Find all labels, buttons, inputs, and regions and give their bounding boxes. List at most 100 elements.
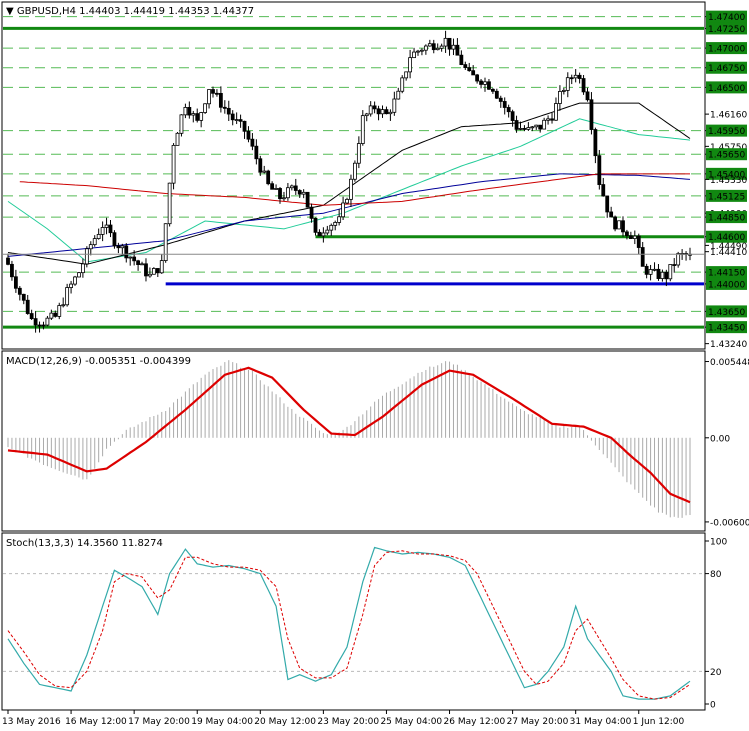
price-tag-label: 1.47400 xyxy=(708,13,745,23)
macd-axis: 0.005448 0.00 -0.006008 xyxy=(705,358,749,528)
candle-body xyxy=(270,183,275,190)
candle-body xyxy=(542,119,547,130)
candle-body xyxy=(621,220,625,233)
candle-body xyxy=(589,99,594,130)
price-tag-label: 1.45650 xyxy=(708,151,745,161)
price-tag-bg xyxy=(706,22,747,35)
candle-body xyxy=(349,178,353,200)
candle-body xyxy=(163,223,168,262)
candle-body xyxy=(412,51,416,59)
candle-body xyxy=(565,77,570,91)
candle-body xyxy=(250,138,255,147)
candle-body xyxy=(360,115,365,144)
price-tag-label: 1.44850 xyxy=(708,214,745,224)
candle-body xyxy=(676,253,681,266)
stoch-panel: 100 80 20 0 Stoch(13,3,3) 14.3560 11.8274 xyxy=(1,532,727,711)
header-icon: ▼ xyxy=(6,6,17,17)
candle-body xyxy=(388,111,393,115)
header-ohlc: 1.44403 1.44419 1.44353 1.44377 xyxy=(79,6,254,17)
candle-body xyxy=(88,244,93,250)
dashed-levels xyxy=(3,16,704,312)
candle-body xyxy=(100,227,105,235)
candle-body xyxy=(120,245,125,249)
candle-body xyxy=(423,45,428,51)
candle-body xyxy=(617,220,621,230)
price-tick-label: 1.44410 xyxy=(710,248,747,258)
candle-body xyxy=(266,170,271,185)
stoch-tick-label: 80 xyxy=(710,570,722,580)
candle-body xyxy=(613,216,617,230)
candle-body xyxy=(353,162,357,180)
price-tag-bg xyxy=(706,305,747,318)
candle-body xyxy=(337,216,342,223)
macd-tick-label: 0.00 xyxy=(710,434,730,444)
candle-body xyxy=(479,80,483,85)
time-tick-label: 23 May 20:00 xyxy=(317,717,379,727)
candle-body xyxy=(455,44,460,56)
candle-body xyxy=(609,211,614,218)
candle-body xyxy=(215,92,219,95)
candle-body xyxy=(506,107,511,113)
candle-body xyxy=(183,107,188,116)
candle-body xyxy=(21,293,26,301)
candle-body xyxy=(416,50,420,53)
candle-body xyxy=(502,101,507,108)
candle-body xyxy=(372,105,377,110)
candle-body xyxy=(203,103,208,113)
candle-body xyxy=(278,188,282,200)
candle-body xyxy=(313,217,318,233)
price-tag-bg xyxy=(706,124,747,137)
candle-body xyxy=(439,45,444,49)
candle-body xyxy=(396,90,401,100)
candle-body xyxy=(61,304,66,307)
candle-body xyxy=(341,202,345,218)
candle-body xyxy=(207,89,211,105)
ma-line-blue xyxy=(7,173,691,257)
time-tick-label: 19 May 04:00 xyxy=(191,717,253,727)
candle-body xyxy=(41,324,46,327)
candle-body xyxy=(664,271,669,280)
candle-body xyxy=(274,188,278,190)
candle-body xyxy=(151,268,156,275)
candle-body xyxy=(514,120,519,130)
candle-body xyxy=(345,198,349,204)
price-tag-label: 1.47000 xyxy=(708,45,745,55)
candle-body xyxy=(104,224,109,228)
candle-body xyxy=(451,44,456,50)
candle-body xyxy=(435,47,440,51)
candle-body xyxy=(49,312,54,319)
macd-tick-label: -0.006008 xyxy=(710,518,749,528)
candle-body xyxy=(222,106,227,109)
candle-body xyxy=(443,37,448,47)
price-tag-bg xyxy=(706,266,747,279)
candle-body xyxy=(218,93,223,108)
candle-body xyxy=(301,191,306,195)
candle-body xyxy=(69,283,73,288)
candle-body xyxy=(550,118,554,121)
candle-body xyxy=(140,263,144,266)
candle-body xyxy=(175,132,180,146)
price-tag-label: 1.45125 xyxy=(708,192,745,202)
candle-body xyxy=(652,268,657,271)
candle-body xyxy=(112,232,117,247)
candle-body xyxy=(57,305,62,317)
price-tag-label: 1.44600 xyxy=(708,233,745,243)
candle-body xyxy=(577,74,582,79)
candle-body xyxy=(490,88,495,92)
candle-body xyxy=(167,182,172,225)
candle-body xyxy=(333,222,338,226)
ma-line-mid xyxy=(7,102,691,265)
candle-body xyxy=(329,224,334,231)
candles xyxy=(3,30,704,333)
candle-body xyxy=(498,97,503,102)
candle-body xyxy=(380,109,385,115)
candle-body xyxy=(108,224,113,234)
price-tick-label: 1.44490 xyxy=(710,242,747,252)
price-tag-bg xyxy=(706,277,747,290)
candle-body xyxy=(668,264,673,280)
price-tag-bg xyxy=(706,81,747,94)
macd-signal-path xyxy=(7,366,691,504)
price-tag-label: 1.44000 xyxy=(708,280,745,290)
candle-body xyxy=(325,229,330,234)
